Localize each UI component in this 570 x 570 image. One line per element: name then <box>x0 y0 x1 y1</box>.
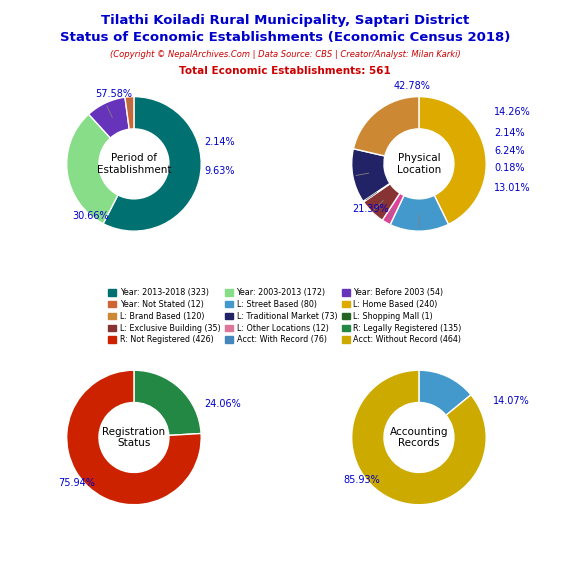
Text: 85.93%: 85.93% <box>343 475 380 485</box>
Text: Registration
Status: Registration Status <box>103 427 165 448</box>
Wedge shape <box>103 97 201 231</box>
Text: 21.39%: 21.39% <box>352 204 389 214</box>
Wedge shape <box>382 193 404 225</box>
Text: Accounting
Records: Accounting Records <box>390 427 448 448</box>
Text: Tilathi Koiladi Rural Municipality, Saptari District: Tilathi Koiladi Rural Municipality, Sapt… <box>101 14 469 27</box>
Text: 0.18%: 0.18% <box>494 162 525 173</box>
Wedge shape <box>390 196 449 231</box>
Wedge shape <box>419 97 486 225</box>
Text: Physical
Location: Physical Location <box>397 153 441 174</box>
Text: 2.14%: 2.14% <box>494 128 525 137</box>
Wedge shape <box>352 149 390 201</box>
Legend: Year: 2013-2018 (323), Year: Not Stated (12), L: Brand Based (120), L: Exclusive: Year: 2013-2018 (323), Year: Not Stated … <box>105 285 465 348</box>
Text: 14.26%: 14.26% <box>494 108 531 117</box>
Text: 14.07%: 14.07% <box>493 396 530 406</box>
Text: Status of Economic Establishments (Economic Census 2018): Status of Economic Establishments (Econo… <box>60 31 510 44</box>
Text: 57.58%: 57.58% <box>95 88 132 99</box>
Text: 30.66%: 30.66% <box>72 211 108 221</box>
Text: 6.24%: 6.24% <box>494 146 525 156</box>
Text: (Copyright © NepalArchives.Com | Data Source: CBS | Creator/Analyst: Milan Karki: (Copyright © NepalArchives.Com | Data So… <box>109 50 461 59</box>
Wedge shape <box>419 370 471 416</box>
Wedge shape <box>353 97 419 156</box>
Wedge shape <box>364 184 400 220</box>
Text: 42.78%: 42.78% <box>394 80 431 91</box>
Text: 24.06%: 24.06% <box>205 399 241 409</box>
Text: Period of
Establishment: Period of Establishment <box>97 153 171 174</box>
Wedge shape <box>88 97 129 138</box>
Wedge shape <box>134 370 201 435</box>
Wedge shape <box>67 370 201 504</box>
Text: 13.01%: 13.01% <box>494 183 531 193</box>
Wedge shape <box>125 97 134 129</box>
Wedge shape <box>67 114 118 223</box>
Text: 75.94%: 75.94% <box>58 478 95 488</box>
Text: 9.63%: 9.63% <box>205 166 235 176</box>
Wedge shape <box>352 370 486 504</box>
Text: Total Economic Establishments: 561: Total Economic Establishments: 561 <box>179 66 391 76</box>
Wedge shape <box>363 184 390 202</box>
Text: 2.14%: 2.14% <box>205 137 235 147</box>
